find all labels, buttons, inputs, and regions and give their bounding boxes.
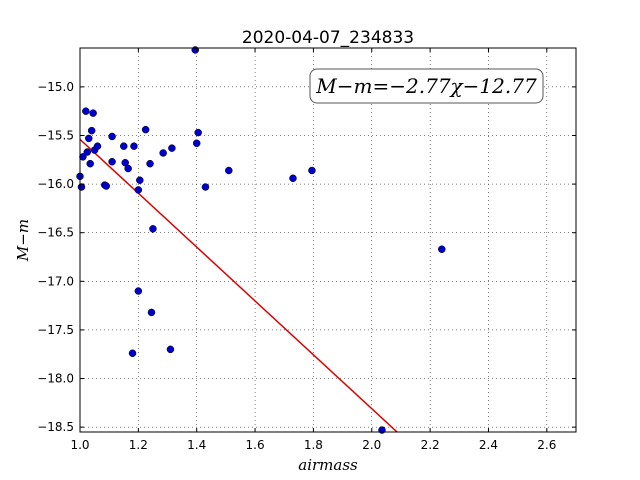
data-point: [120, 142, 128, 150]
x-tick-label: 1.2: [129, 438, 148, 452]
data-point: [146, 159, 154, 168]
fit-line: [79, 138, 398, 433]
data-point: [192, 139, 201, 148]
data-point: [289, 174, 297, 183]
x-tick-label: 1.6: [246, 438, 265, 452]
data-point: [79, 153, 87, 161]
axis-ticks: 1.0 1.2 1.4 1.6 1.8 2.0 2.2 2.4 2.6 −15.0 −15.5 −16…: [37, 48, 576, 452]
data-point: [225, 166, 233, 175]
data-point: [85, 134, 93, 143]
fit-annotation: M−m=−2.77χ−12.77: [309, 68, 544, 104]
data-point: [130, 142, 138, 150]
data-point: [166, 345, 175, 354]
x-tick-label: 2.6: [537, 438, 556, 452]
fit-line-layer: [79, 138, 398, 433]
data-point: [168, 144, 176, 152]
data-point: [108, 157, 116, 166]
data-point: [438, 245, 446, 253]
data-point: [128, 349, 137, 358]
data-point: [83, 148, 92, 156]
data-point: [149, 225, 157, 233]
y-tick-label: −16.0: [37, 177, 74, 191]
y-tick-label: −15.0: [37, 80, 74, 94]
chart-title: 2020-04-07_234833: [242, 28, 414, 48]
plot-frame: [79, 47, 577, 433]
x-tick-label: 1.4: [187, 438, 206, 452]
data-point: [159, 149, 167, 157]
x-axis-label: airmass: [298, 456, 358, 474]
y-tick-label: −16.5: [37, 226, 74, 240]
x-tick-label: 1.8: [304, 438, 323, 452]
x-tick-label: 2.4: [479, 438, 498, 452]
annotation-text: M−m=−2.77χ−12.77: [315, 74, 537, 98]
data-point: [134, 186, 143, 194]
data-point: [87, 126, 96, 135]
data-points: [76, 46, 446, 434]
data-point: [108, 132, 116, 141]
y-tick-label: −18.0: [37, 372, 74, 386]
data-point: [136, 176, 144, 184]
x-tick-label: 1.0: [70, 438, 89, 452]
data-point: [86, 159, 94, 168]
data-point: [124, 164, 132, 173]
data-point: [141, 125, 150, 134]
y-tick-label: −17.0: [37, 274, 74, 288]
data-point: [308, 166, 316, 175]
data-point: [134, 287, 143, 295]
data-point: [194, 128, 202, 137]
y-axis-label: M−m: [14, 219, 32, 262]
y-tick-label: −15.5: [37, 128, 74, 142]
grid: [79, 48, 576, 432]
x-tick-label: 2.2: [421, 438, 440, 452]
data-point: [147, 308, 156, 317]
data-point: [82, 107, 90, 115]
data-point: [93, 142, 102, 150]
data-point: [89, 109, 97, 117]
data-point: [102, 182, 111, 190]
x-tick-label: 2.0: [362, 438, 381, 452]
y-tick-label: −17.5: [37, 323, 74, 337]
y-tick-label: −18.5: [37, 420, 74, 434]
plot-area: [80, 48, 576, 432]
annotation-box: [309, 68, 544, 104]
data-point: [191, 46, 199, 54]
data-point: [378, 426, 386, 434]
data-point: [201, 183, 210, 191]
